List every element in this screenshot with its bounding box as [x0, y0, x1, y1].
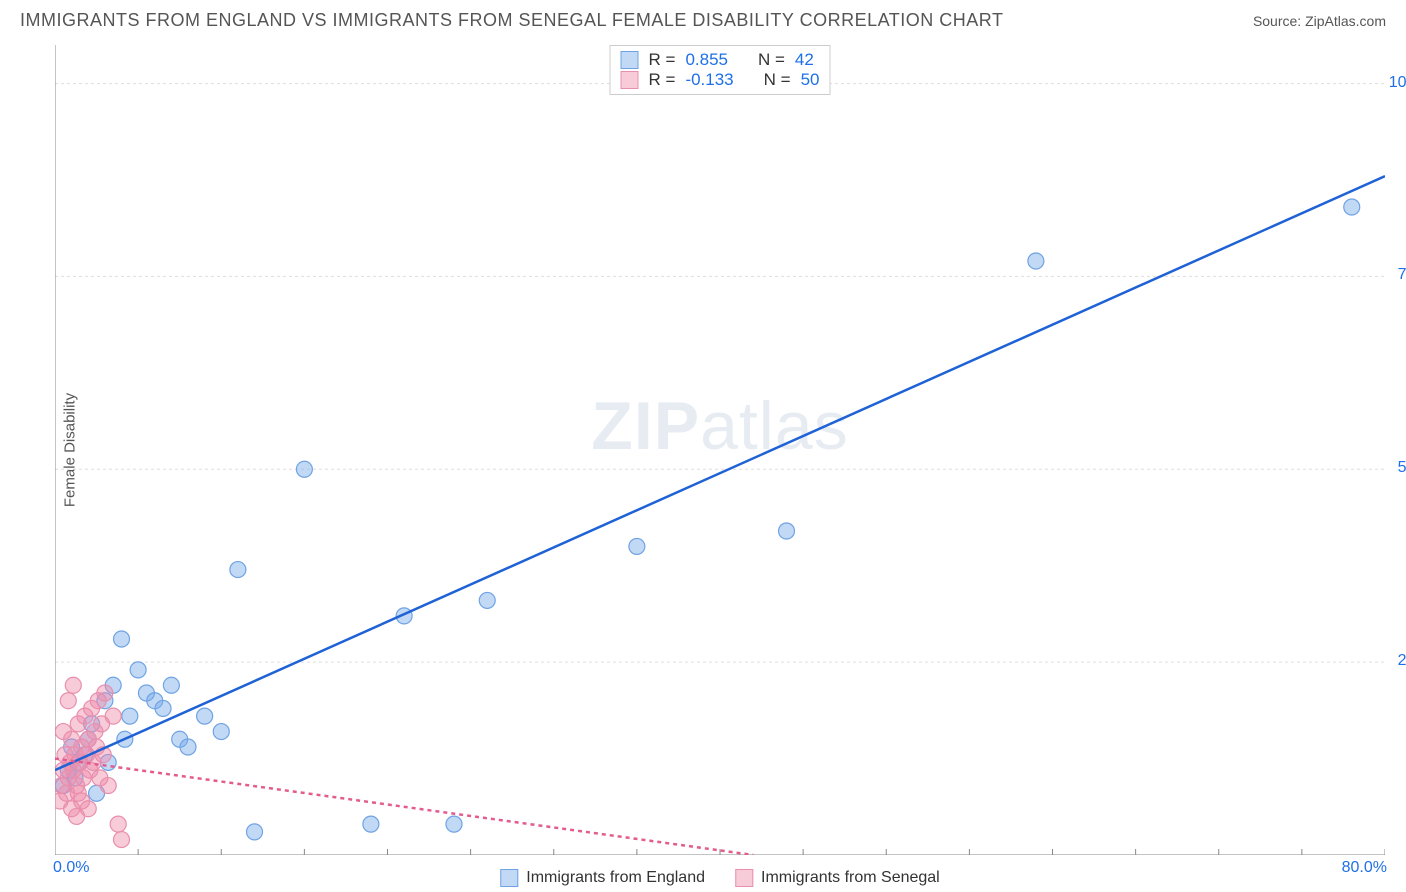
legend-item-england: Immigrants from England [500, 869, 705, 887]
x-tick-max: 80.0% [1342, 859, 1387, 877]
y-tick-label: 50.0% [1398, 459, 1406, 477]
y-tick-label: 25.0% [1398, 652, 1406, 670]
swatch-senegal-icon [735, 869, 753, 887]
legend-stats: R = 0.855 N = 42 R = -0.133 N = 50 [610, 45, 831, 95]
swatch-senegal [621, 71, 639, 89]
y-tick-label: 75.0% [1398, 266, 1406, 284]
chart-area: Female Disability ZIPatlas R = 0.855 N =… [55, 45, 1385, 855]
x-tick-min: 0.0% [53, 859, 89, 877]
legend-item-senegal: Immigrants from Senegal [735, 869, 940, 887]
swatch-england [621, 51, 639, 69]
y-tick-label: 100.0% [1389, 74, 1406, 92]
scatter-plot [55, 45, 1385, 855]
chart-title: IMMIGRANTS FROM ENGLAND VS IMMIGRANTS FR… [20, 10, 1003, 31]
legend-series: Immigrants from England Immigrants from … [500, 869, 939, 887]
legend-row-senegal: R = -0.133 N = 50 [621, 70, 820, 90]
legend-row-england: R = 0.855 N = 42 [621, 50, 820, 70]
source-label: Source: ZipAtlas.com [1253, 13, 1386, 29]
swatch-england-icon [500, 869, 518, 887]
